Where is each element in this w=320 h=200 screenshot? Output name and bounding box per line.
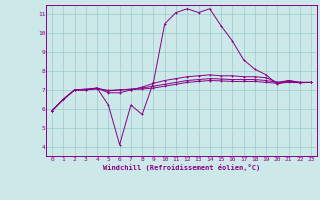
X-axis label: Windchill (Refroidissement éolien,°C): Windchill (Refroidissement éolien,°C) xyxy=(103,164,260,171)
